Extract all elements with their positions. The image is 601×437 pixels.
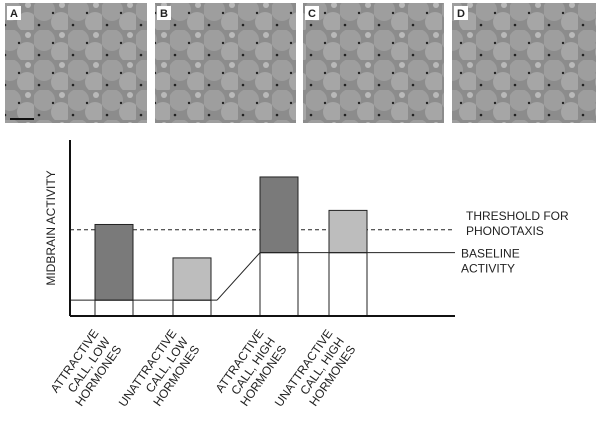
baseline-label: ACTIVITY [461, 262, 515, 276]
bar-segment [95, 224, 133, 300]
scale-bar [10, 118, 34, 120]
panel-label: C [308, 8, 316, 20]
threshold-label: THRESHOLD FOR [466, 209, 569, 223]
bar-segment [329, 210, 367, 252]
x-tick-label: ATTRACTIVECALL, LOWHORMONES [48, 326, 125, 411]
bar-segment [260, 253, 298, 316]
y-axis-label: MIDBRAIN ACTIVITY [44, 170, 58, 285]
bar-segment [95, 300, 133, 316]
bar-segment [173, 258, 211, 300]
bar-segment [260, 177, 298, 253]
bar-segment [329, 253, 367, 316]
panel-label: B [160, 8, 168, 20]
micrographs: A B C D [5, 3, 596, 123]
x-tick-label: UNATTRACTIVECALL, LOWHORMONES [116, 326, 203, 425]
panel-label: A [10, 8, 18, 20]
threshold-label: PHONOTAXIS [466, 224, 544, 238]
micrograph [452, 3, 596, 123]
micrograph [303, 3, 444, 123]
x-tick-label: UNATTRACTIVECALL, HIGHHORMONES [272, 327, 359, 426]
micrograph [155, 3, 296, 123]
baseline-connector [217, 253, 260, 301]
bar-segment [173, 300, 211, 316]
baseline-label: BASELINE [461, 247, 520, 261]
micrograph [5, 3, 147, 123]
panel-label: D [457, 8, 465, 20]
